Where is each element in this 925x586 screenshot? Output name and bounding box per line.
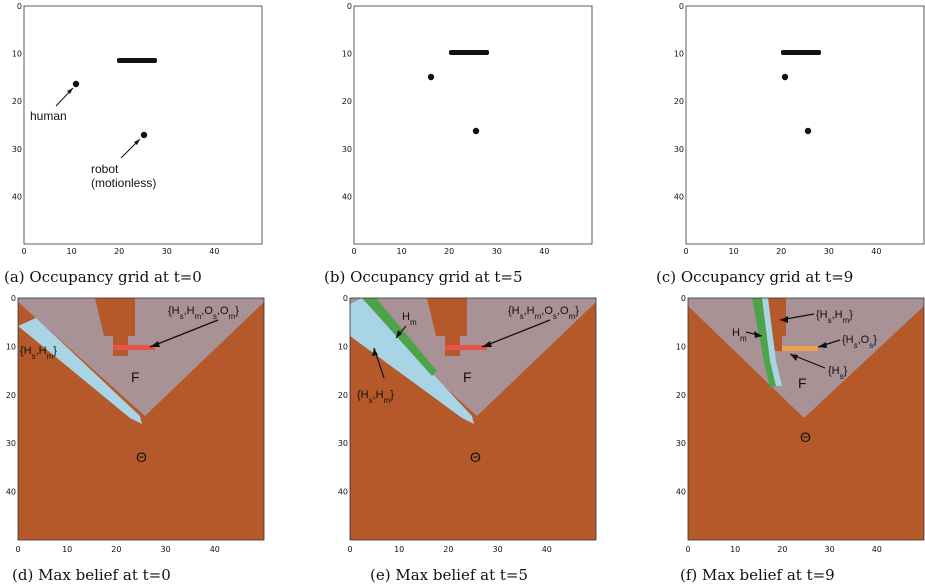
svg-text:20: 20: [12, 97, 22, 106]
svg-text:30: 30: [161, 545, 171, 554]
label-hs-hm-os-om: {Hs,Hm,Os,Om}: [508, 305, 579, 321]
svg-text:40: 40: [542, 545, 552, 554]
panel-a: 0 10 20 30 40 0 10 20 30 40 human robot …: [0, 0, 300, 290]
svg-text:40: 40: [676, 488, 686, 497]
svg-text:20: 20: [114, 247, 124, 256]
robot-marker: [140, 131, 148, 139]
svg-text:20: 20: [111, 545, 121, 554]
svg-text:10: 10: [729, 247, 739, 256]
svg-text:20: 20: [777, 545, 787, 554]
svg-text:0: 0: [683, 247, 688, 256]
robot-marker: [804, 127, 812, 135]
svg-text:20: 20: [443, 545, 453, 554]
human-marker: [781, 73, 789, 81]
svg-text:40: 40: [872, 545, 882, 554]
svg-text:30: 30: [824, 247, 834, 256]
svg-text:0: 0: [343, 294, 348, 303]
robot-marker: [472, 127, 480, 135]
svg-text:0: 0: [347, 545, 352, 554]
svg-text:40: 40: [342, 192, 352, 201]
human-label: human: [30, 109, 67, 123]
svg-text:20: 20: [342, 97, 352, 106]
svg-text:30: 30: [6, 439, 16, 448]
caption-c: (c) Occupancy grid at t=9: [656, 268, 854, 286]
panel-b: 0 10 20 30 40 0 10 20 30 40 (b) Occupanc…: [324, 0, 630, 290]
human-marker: [72, 80, 80, 88]
svg-text:20: 20: [338, 391, 348, 400]
svg-text:20: 20: [444, 247, 454, 256]
svg-text:0: 0: [11, 294, 16, 303]
label-theta: Θ: [136, 449, 147, 465]
svg-text:0: 0: [15, 545, 20, 554]
svg-text:0: 0: [347, 2, 352, 11]
svg-text:40: 40: [209, 247, 219, 256]
svg-text:30: 30: [162, 247, 172, 256]
obstacle-line: [782, 346, 818, 351]
svg-text:10: 10: [6, 342, 16, 351]
svg-text:0: 0: [681, 294, 686, 303]
label-F: F: [463, 369, 472, 385]
svg-text:10: 10: [397, 247, 407, 256]
caption-d: (d) Max belief at t=0: [12, 566, 171, 584]
obstacle-bar: [117, 58, 157, 63]
obstacle-bar: [449, 50, 489, 55]
obstacle-line: [113, 345, 155, 350]
svg-text:40: 40: [871, 247, 881, 256]
svg-text:10: 10: [730, 545, 740, 554]
svg-text:10: 10: [62, 545, 72, 554]
svg-text:0: 0: [351, 247, 356, 256]
obstacle-line: [445, 345, 487, 350]
panel-f: 0 10 20 30 40 0 10 20 30 40 {Hs,Hm} Hm {…: [670, 294, 925, 586]
robot-sublabel: (motionless): [91, 176, 156, 190]
svg-text:10: 10: [67, 247, 77, 256]
svg-text:40: 40: [539, 247, 549, 256]
label-hs-hm-os-om: {Hs,Hm,Os,Om}: [168, 305, 239, 321]
label-F: F: [798, 375, 807, 391]
label-theta: Θ: [470, 449, 481, 465]
label-theta: Θ: [800, 429, 811, 445]
svg-text:40: 40: [12, 192, 22, 201]
svg-text:20: 20: [676, 391, 686, 400]
svg-text:10: 10: [338, 342, 348, 351]
svg-text:10: 10: [674, 50, 684, 59]
panel-c: 0 10 20 30 40 0 10 20 30 40 (c) Occupanc…: [656, 0, 925, 290]
caption-a: (a) Occupancy grid at t=0: [4, 268, 202, 286]
svg-text:30: 30: [676, 439, 686, 448]
robot-label: robot: [91, 162, 119, 176]
caption-f: (f) Max belief at t=9: [680, 566, 835, 584]
svg-text:10: 10: [12, 50, 22, 59]
svg-text:40: 40: [210, 545, 220, 554]
label-hs: {Hs}: [828, 365, 848, 381]
svg-text:40: 40: [338, 488, 348, 497]
svg-text:0: 0: [21, 247, 26, 256]
svg-text:0: 0: [679, 2, 684, 11]
svg-text:0: 0: [17, 2, 22, 11]
svg-text:20: 20: [674, 97, 684, 106]
svg-text:40: 40: [6, 488, 16, 497]
panel-d: 0 10 20 30 40 0 10 20 30 40 {Hs,Hm,Os,Om…: [0, 294, 300, 586]
human-marker: [427, 73, 435, 81]
svg-text:0: 0: [685, 545, 690, 554]
svg-text:30: 30: [493, 545, 503, 554]
svg-text:30: 30: [674, 145, 684, 154]
label-hs-os: {Hs,Os}: [842, 334, 877, 350]
svg-text:20: 20: [6, 391, 16, 400]
svg-text:10: 10: [394, 545, 404, 554]
svg-text:10: 10: [342, 50, 352, 59]
caption-e: (e) Max belief at t=5: [370, 566, 529, 584]
svg-text:20: 20: [776, 247, 786, 256]
label-F: F: [131, 369, 140, 385]
obstacle-bar: [781, 50, 821, 55]
svg-text:10: 10: [676, 342, 686, 351]
panel-e: 0 10 20 30 40 0 10 20 30 40 Hm {Hs,Hm,Os…: [332, 294, 632, 586]
svg-text:30: 30: [12, 145, 22, 154]
svg-text:30: 30: [342, 145, 352, 154]
svg-text:40: 40: [674, 192, 684, 201]
svg-text:30: 30: [338, 439, 348, 448]
caption-b: (b) Occupancy grid at t=5: [324, 268, 523, 286]
svg-text:30: 30: [825, 545, 835, 554]
svg-text:30: 30: [492, 247, 502, 256]
